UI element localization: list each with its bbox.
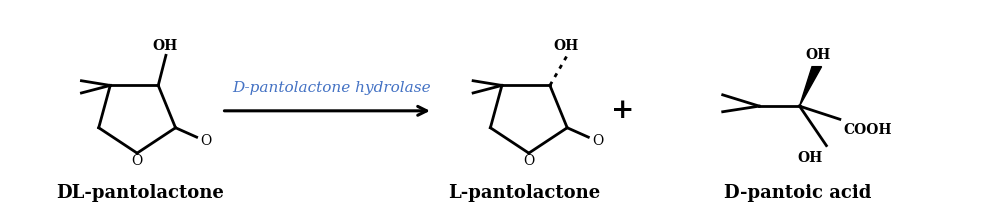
Text: O: O: [200, 134, 212, 148]
Text: +: +: [611, 97, 635, 124]
Polygon shape: [800, 67, 822, 106]
Text: OH: OH: [805, 48, 830, 62]
Text: OH: OH: [152, 38, 178, 52]
Text: COOH: COOH: [844, 123, 892, 137]
Text: L-pantolactone: L-pantolactone: [448, 184, 600, 202]
Text: O: O: [592, 134, 603, 148]
Text: O: O: [523, 154, 534, 168]
Text: OH: OH: [554, 38, 579, 52]
Text: DL-pantolactone: DL-pantolactone: [56, 184, 224, 202]
Text: O: O: [131, 154, 143, 168]
Text: D-pantoic acid: D-pantoic acid: [724, 184, 871, 202]
Text: OH: OH: [797, 151, 823, 165]
Text: D-pantolactone hydrolase: D-pantolactone hydrolase: [233, 81, 431, 95]
